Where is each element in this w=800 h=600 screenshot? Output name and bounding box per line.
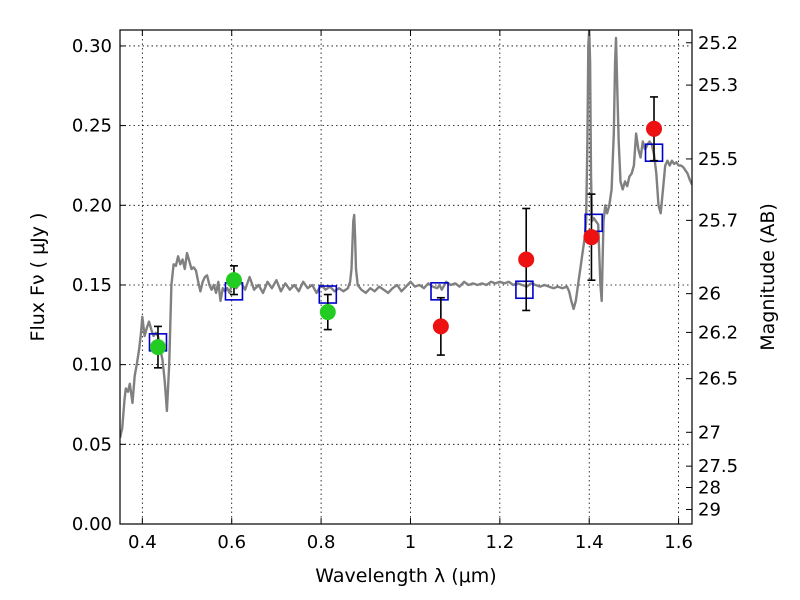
plot-area bbox=[120, 30, 692, 439]
right-tick-label: 29 bbox=[698, 499, 721, 520]
right-tick-label: 27.5 bbox=[698, 456, 738, 477]
photometry-point bbox=[432, 318, 449, 335]
y-tick-label: 0.05 bbox=[72, 434, 112, 455]
x-tick-label: 1.6 bbox=[664, 532, 693, 553]
x-tick-label: 0.4 bbox=[128, 532, 157, 553]
series-layer bbox=[120, 30, 692, 439]
y-tick-label: 0.10 bbox=[72, 355, 112, 376]
x-axis-label: Wavelength λ (μm) bbox=[315, 565, 496, 587]
right-tick-label: 25.7 bbox=[698, 210, 738, 231]
right-tick-label: 26.2 bbox=[698, 322, 738, 343]
photometry-point bbox=[518, 251, 535, 268]
y-tick-label: 0.25 bbox=[72, 116, 112, 137]
model-square bbox=[515, 280, 534, 300]
ticks bbox=[120, 30, 692, 525]
x-tick-label: 0.6 bbox=[217, 532, 246, 553]
right-tick-label: 27 bbox=[698, 422, 721, 443]
spectrum-line bbox=[120, 30, 692, 439]
right-tick-label: 26 bbox=[698, 284, 721, 305]
x-tick-label: 1.2 bbox=[486, 532, 515, 553]
right-tick-label: 26.5 bbox=[698, 369, 738, 390]
plot-frame bbox=[119, 29, 693, 525]
right-tick-label: 28 bbox=[698, 477, 721, 498]
photometry-point bbox=[149, 339, 166, 356]
photometry-point bbox=[583, 229, 600, 246]
right-tick-label: 25.5 bbox=[698, 149, 738, 170]
model-square bbox=[430, 282, 449, 301]
x-tick-label: 0.8 bbox=[307, 532, 336, 553]
right-axis-label: Magnitude (AB) bbox=[757, 203, 779, 351]
right-tick-label: 25.2 bbox=[698, 33, 738, 54]
y-tick-label: 0.00 bbox=[72, 514, 112, 535]
y-tick-label: 0.15 bbox=[72, 275, 112, 296]
y-axis-label: Flux Fν ( μJy ) bbox=[27, 213, 49, 342]
photometry-point bbox=[225, 272, 242, 289]
y-tick-label: 0.30 bbox=[72, 36, 112, 57]
x-tick-label: 1.4 bbox=[575, 532, 604, 553]
right-tick-label: 25.3 bbox=[698, 75, 738, 96]
photometry-point bbox=[646, 120, 663, 137]
photometry-point bbox=[319, 304, 336, 321]
x-tick-label: 1 bbox=[405, 532, 416, 553]
tick-labels: 0.4 0.6 0.8 1 1.2 1.4 1.6 0.00 0.05 0.10 0.15 0.20 0… bbox=[72, 33, 738, 553]
y-tick-label: 0.20 bbox=[72, 195, 112, 216]
